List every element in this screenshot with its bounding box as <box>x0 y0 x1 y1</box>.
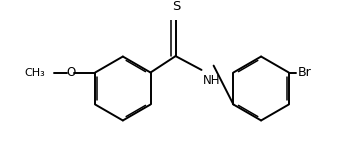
Text: S: S <box>172 0 181 13</box>
Text: NH: NH <box>202 74 220 87</box>
Text: O: O <box>66 66 76 79</box>
Text: Br: Br <box>298 66 311 79</box>
Text: CH₃: CH₃ <box>24 67 45 77</box>
